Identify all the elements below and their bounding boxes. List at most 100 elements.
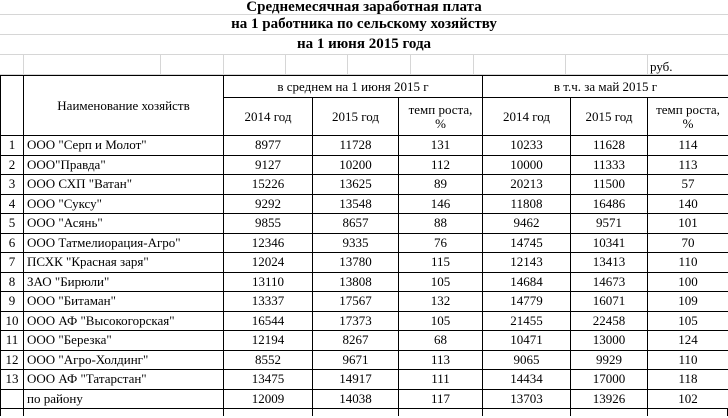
row-number-cell: 6 [0,232,24,253]
value-cell: 13625 [312,174,399,195]
gridline-vertical [347,55,348,74]
table-border-stub [0,409,1,416]
value-cell: 9335 [312,232,399,253]
value-cell: 146 [397,193,484,214]
table-row: 12 ООО "Агро-Холдинг" 8552 9671 113 9065 9929 1… [0,349,728,370]
value-cell: 20213 [482,174,572,195]
value-cell: 14434 [482,369,572,390]
table-border-stub [647,409,648,416]
value-cell: 10471 [482,330,572,351]
value-cell: 10200 [312,154,399,175]
col-header-may-growth: темп роста, % [647,97,728,136]
value-cell: 9571 [570,213,649,234]
table-border-stub [398,409,399,416]
value-cell: 14038 [312,388,399,409]
table-row: 6 ООО Татмелиорация-Агро" 12346 9335 76 14745… [0,232,728,253]
value-cell: 13337 [223,291,313,312]
value-cell: 140 [647,193,728,214]
col-header-may-2015: 2015 год [570,97,649,136]
value-cell: 105 [397,310,484,331]
row-number-cell: 11 [0,330,24,351]
group-header-average-june: в среднем на 1 июня 2015 г [222,75,484,98]
value-cell: 110 [647,252,728,273]
farm-name-cell: по району [23,388,224,409]
table-row: 8 ЗАО "Бирюли" 13110 13808 105 14684 14673 100 [0,271,728,292]
value-cell: 110 [647,349,728,370]
value-cell: 70 [647,232,728,253]
value-cell: 131 [397,135,484,156]
value-cell: 57 [647,174,728,195]
table-row: 3 ООО СХП "Ватан" 15226 13625 89 20213 11500 57 [0,174,728,195]
value-cell: 14684 [482,271,572,292]
value-cell: 132 [397,291,484,312]
value-cell: 114 [647,135,728,156]
farm-name-header: Наименование хозяйств [23,75,224,136]
group-header-row: Наименование хозяйств в среднем на 1 июн… [0,75,728,136]
col-header-avg-2014: 2014 год [223,97,313,136]
value-cell: 11808 [482,193,572,214]
value-cell: 21455 [482,310,572,331]
salary-table: Наименование хозяйств в среднем на 1 июн… [0,75,728,409]
table-row: 11 ООО "Березка" 12194 8267 68 10471 13000 124 [0,330,728,351]
col-header-may-2014: 2014 год [482,97,572,136]
table-row: 13 ООО АФ "Татарстан" 13475 14917 111 14434 17… [0,369,728,390]
gridline-vertical [410,55,411,74]
value-cell: 9855 [223,213,313,234]
gridline-vertical [565,55,566,74]
value-cell: 11628 [570,135,649,156]
farm-name-cell: ООО "Суксу" [23,193,224,214]
value-cell: 12009 [223,388,313,409]
group-header-may: в т.ч. за май 2015 г [482,75,728,98]
table-row: по району 12009 14038 117 13703 13926 102 [0,388,728,409]
row-number-cell [0,388,24,409]
row-number-cell: 7 [0,252,24,273]
value-cell: 13780 [312,252,399,273]
cutoff-next-row [0,409,728,416]
row-number-cell: 8 [0,271,24,292]
value-cell: 13808 [312,271,399,292]
value-cell: 105 [397,271,484,292]
value-cell: 105 [647,310,728,331]
value-cell: 11333 [570,154,649,175]
value-cell: 88 [397,213,484,234]
row-number-header [0,75,24,136]
table-row: 1 ООО "Серп и Молот" 8977 11728 131 10233 1162… [0,135,728,156]
title-line-3: на 1 июня 2015 года [0,35,728,55]
farm-name-cell: ПСХК "Красная заря" [23,252,224,273]
row-number-cell: 13 [0,369,24,390]
value-cell: 102 [647,388,728,409]
value-cell: 8657 [312,213,399,234]
farm-name-cell: ООО "Битаман" [23,291,224,312]
value-cell: 15226 [223,174,313,195]
value-cell: 8977 [223,135,313,156]
farm-name-cell: ООО АФ "Высокогорская" [23,310,224,331]
value-cell: 12143 [482,252,572,273]
farm-name-cell: ЗАО "Бирюли" [23,271,224,292]
farm-name-cell: ООО АФ "Татарстан" [23,369,224,390]
value-cell: 12194 [223,330,313,351]
title-line-1: Среднемесячная заработная плата [0,0,728,15]
col-header-avg-growth: темп роста, % [397,97,484,136]
value-cell: 13926 [570,388,649,409]
gridline-vertical [647,55,648,74]
value-cell: 9127 [223,154,313,175]
row-number-cell: 12 [0,349,24,370]
sub-header-row: 2014 год 2015 год темп роста, % 2014 год… [1,97,728,136]
value-cell: 9671 [312,349,399,370]
row-number-cell: 10 [0,310,24,331]
farm-name-cell: ООО "Березка" [23,330,224,351]
value-cell: 17373 [312,310,399,331]
table-row: 10 ООО АФ "Высокогорская" 16544 17373 105 214… [0,310,728,331]
value-cell: 115 [397,252,484,273]
farm-name-cell: ООО "Агро-Холдинг" [23,349,224,370]
value-cell: 12346 [223,232,313,253]
value-cell: 10341 [570,232,649,253]
row-number-cell: 3 [0,174,24,195]
table-row: 2 ООО"Правда" 9127 10200 112 10000 11333 113 [0,154,728,175]
value-cell: 11728 [312,135,399,156]
value-cell: 17000 [570,369,649,390]
value-cell: 101 [647,213,728,234]
gridline-vertical [285,55,286,74]
value-cell: 89 [397,174,484,195]
value-cell: 22458 [570,310,649,331]
